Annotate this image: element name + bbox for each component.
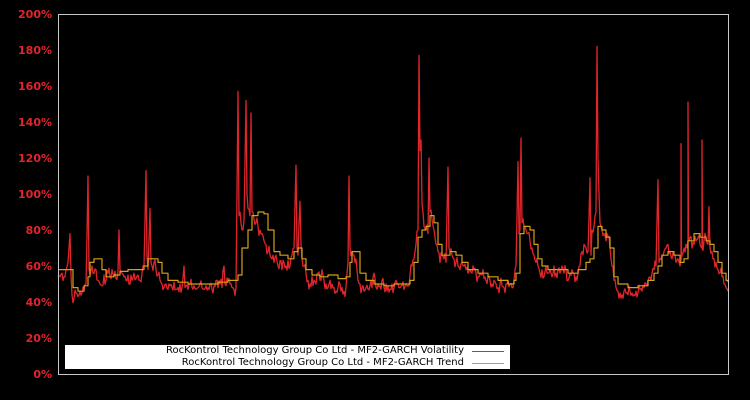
chart-legend: RocKontrol Technology Group Co Ltd - MF2… [65, 345, 510, 369]
plot-frame [58, 14, 729, 375]
y-tick-label: 180% [18, 44, 52, 57]
y-tick-label: 120% [18, 152, 52, 165]
y-tick-label: 60% [26, 260, 52, 273]
y-tick-label: 20% [26, 332, 52, 345]
y-tick-label: 200% [18, 8, 52, 21]
legend-swatch-volatility [472, 350, 504, 352]
y-tick-label: 140% [18, 116, 52, 129]
y-tick-label: 160% [18, 80, 52, 93]
legend-label-trend: RocKontrol Technology Group Co Ltd - MF2… [181, 357, 464, 368]
y-tick-label: 100% [18, 188, 52, 201]
y-tick-label: 80% [26, 224, 52, 237]
legend-item-volatility: RocKontrol Technology Group Co Ltd - MF2… [166, 345, 510, 357]
legend-item-trend: RocKontrol Technology Group Co Ltd - MF2… [182, 357, 510, 369]
y-tick-label: 40% [26, 296, 52, 309]
legend-swatch-trend [472, 362, 504, 364]
series-layer [57, 45, 729, 304]
y-tick-label: 0% [33, 368, 52, 381]
y-axis: 0% 20% 40% 60% 80% 100% 120% 140% 160% 180% 200% [18, 8, 52, 381]
legend-label-volatility: RocKontrol Technology Group Co Ltd - MF2… [165, 345, 464, 356]
volatility-line [57, 45, 729, 304]
trend-line [58, 211, 729, 292]
